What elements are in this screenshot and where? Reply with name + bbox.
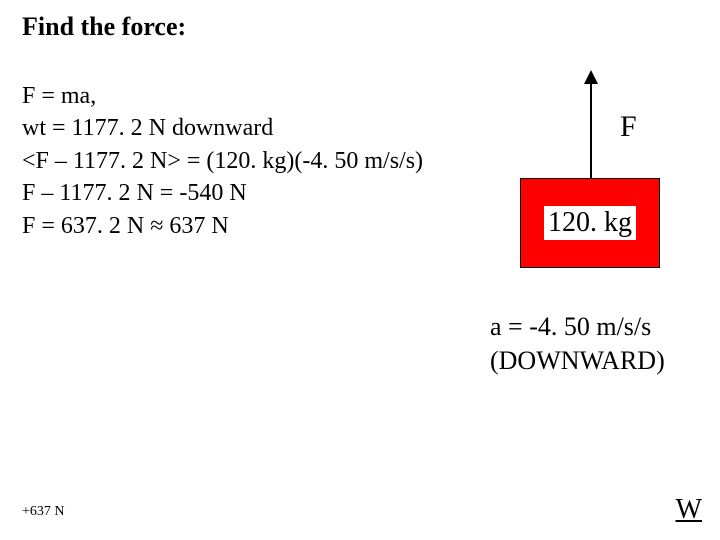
footer-answer: +637 N: [22, 504, 65, 520]
equation-line-2: wt = 1177. 2 N downward: [22, 112, 423, 144]
footer-w-link[interactable]: W: [676, 494, 702, 526]
mass-box: 120. kg: [520, 178, 660, 268]
equation-line-5: F = 637. 2 N ≈ 637 N: [22, 210, 423, 242]
force-arrow-shaft: [590, 78, 592, 178]
acceleration-line-2: (DOWNWARD): [490, 344, 665, 378]
mass-label: 120. kg: [544, 206, 636, 240]
page-title: Find the force:: [22, 12, 186, 42]
acceleration-block: a = -4. 50 m/s/s (DOWNWARD): [490, 310, 665, 378]
equation-line-4: F – 1177. 2 N = -540 N: [22, 177, 423, 209]
equations-block: F = ma, wt = 1177. 2 N downward <F – 117…: [22, 80, 423, 242]
force-label: F: [620, 110, 637, 144]
force-diagram: F 120. kg: [520, 70, 700, 300]
equation-line-3: <F – 1177. 2 N> = (120. kg)(-4. 50 m/s/s…: [22, 145, 423, 177]
acceleration-line-1: a = -4. 50 m/s/s: [490, 310, 665, 344]
equation-line-1: F = ma,: [22, 80, 423, 112]
